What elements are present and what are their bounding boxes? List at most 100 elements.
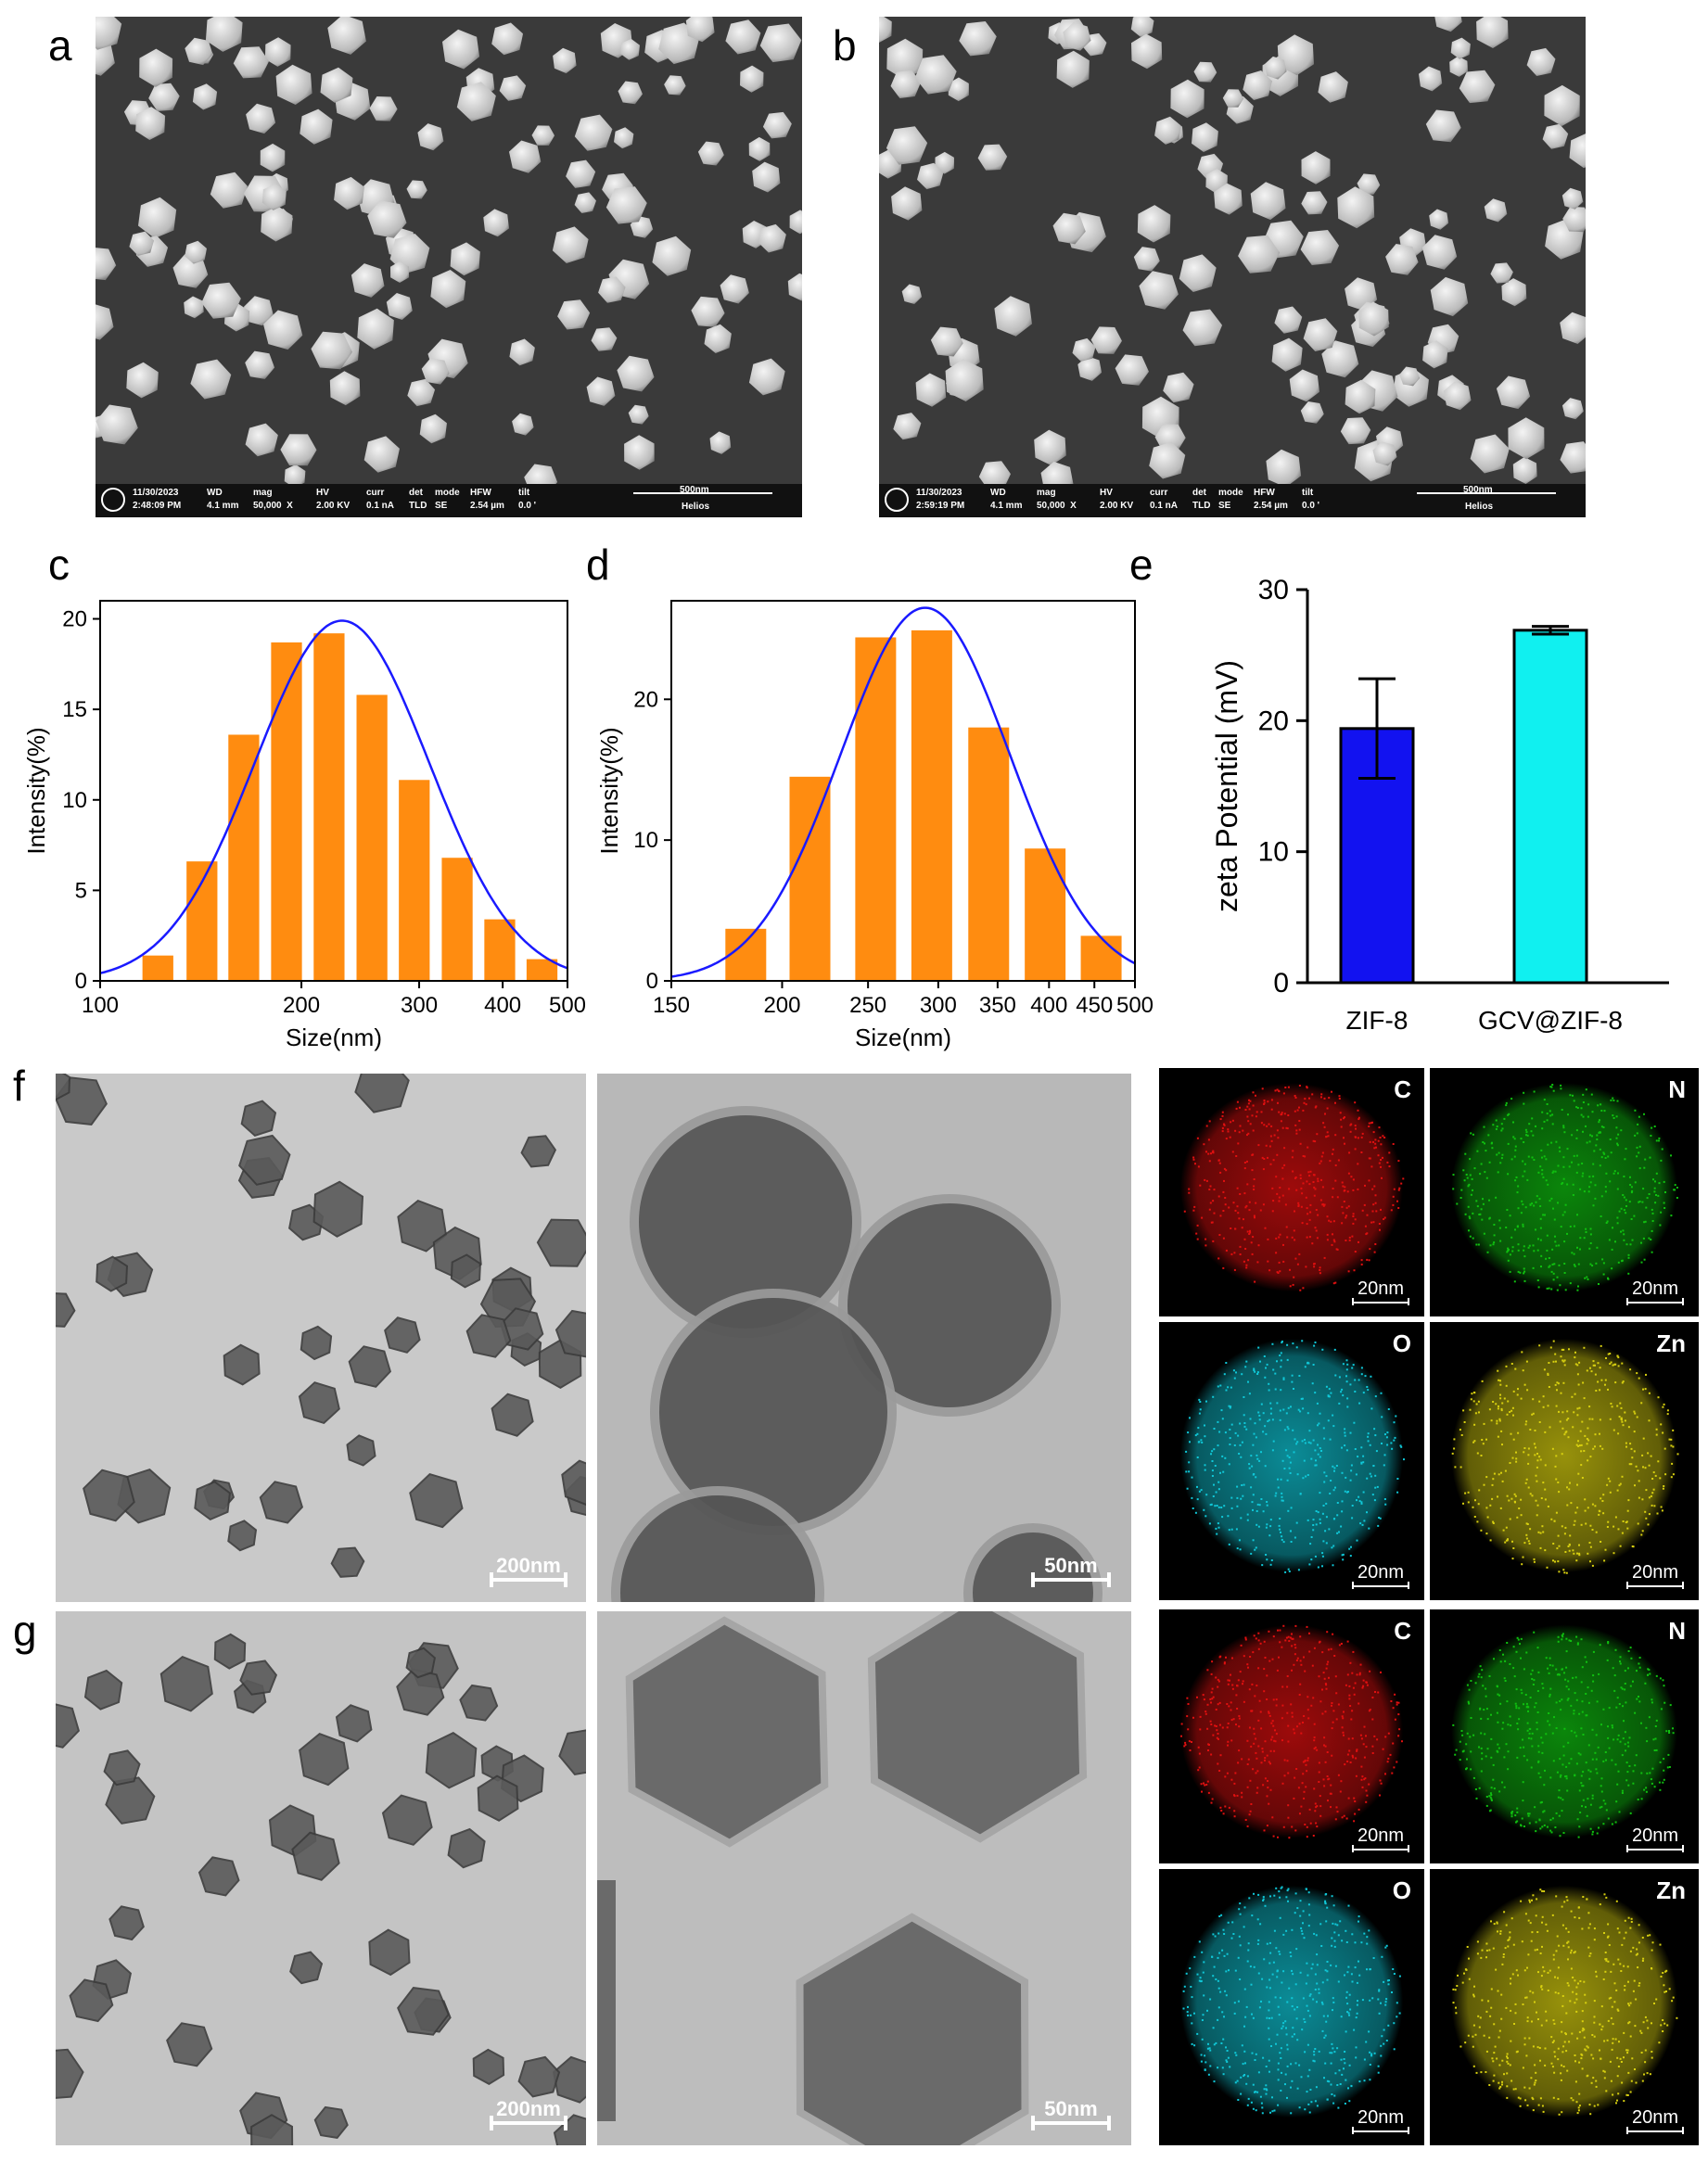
eds-dot	[1351, 1980, 1354, 1983]
eds-dot	[1551, 1664, 1554, 1667]
eds-dot	[1503, 1911, 1506, 1914]
eds-dot	[1282, 1825, 1285, 1828]
eds-dot	[1477, 1675, 1480, 1678]
eds-dot	[1648, 1513, 1651, 1516]
eds-dot	[1294, 1257, 1297, 1260]
eds-dot	[1393, 2022, 1396, 2025]
eds-dot	[1527, 1246, 1530, 1249]
eds-dot	[1231, 1657, 1233, 1660]
eds-dot	[1191, 1741, 1192, 1743]
eds-dot	[1350, 1176, 1353, 1178]
eds-dot	[1255, 1436, 1257, 1439]
eds-dot	[1306, 1696, 1309, 1698]
eds-dot	[1599, 1164, 1601, 1167]
eds-dot	[1589, 1456, 1592, 1458]
eds-dot	[1289, 1268, 1291, 1271]
eds-dot	[1549, 1426, 1551, 1429]
eds-dot	[1560, 1774, 1562, 1776]
eds-dot	[1515, 1460, 1518, 1463]
eds-dot	[1211, 1460, 1214, 1462]
eds-dot	[1381, 2035, 1383, 2038]
eds-dot	[1212, 1975, 1215, 1978]
eds-dot	[1278, 1089, 1281, 1092]
nanoparticle	[348, 1345, 392, 1388]
eds-dot	[1468, 1688, 1471, 1691]
eds-dot	[1216, 1736, 1218, 1739]
eds-dot	[1319, 1412, 1321, 1415]
eds-dot	[1507, 1259, 1510, 1262]
eds-dot	[1317, 1511, 1319, 1514]
eds-dot	[1555, 1895, 1558, 1898]
eds-dot	[1622, 1705, 1624, 1708]
eds-dot	[1211, 1450, 1214, 1453]
eds-dot	[1344, 2103, 1346, 2105]
eds-dot	[1236, 1685, 1239, 1687]
eds-dot	[1612, 2093, 1614, 2096]
eds-dot	[1282, 1243, 1284, 1246]
eds-dot	[1651, 1229, 1653, 1232]
eds-dot	[1321, 2029, 1324, 2032]
eds-dot	[1467, 1185, 1470, 1188]
eds-dot	[1219, 1990, 1222, 1993]
panel-label-d: d	[586, 540, 610, 589]
eds-dot	[1623, 1937, 1625, 1939]
nanoparticle	[1264, 56, 1287, 80]
eds-dot	[1572, 1183, 1574, 1186]
eds-dot	[1355, 1757, 1357, 1760]
eds-dot	[1606, 1483, 1609, 1486]
eds-dot	[1561, 1668, 1563, 1671]
eds-dot	[1334, 1374, 1337, 1377]
eds-dot	[1611, 1724, 1613, 1727]
eds-dot	[1269, 2111, 1271, 2114]
eds-dot	[1188, 1461, 1191, 1464]
eds-dot	[1321, 1151, 1324, 1154]
eds-dot	[1587, 1701, 1590, 1704]
eds-dot	[1357, 2000, 1358, 2003]
eds-dot	[1263, 1829, 1266, 1832]
eds-dot	[1332, 1489, 1335, 1492]
eds-dot	[1590, 2054, 1593, 2056]
eds-dot	[1306, 1974, 1309, 1977]
eds-dot	[1244, 1638, 1247, 1641]
eds-dot	[1308, 1563, 1311, 1566]
nanoparticle	[945, 359, 984, 401]
eds-dot	[1552, 2040, 1555, 2042]
eds-dot	[1674, 1184, 1676, 1187]
eds-dot	[1298, 1085, 1301, 1087]
nanoparticle	[901, 284, 923, 304]
sem-det: TLD	[409, 501, 427, 511]
eds-dot	[1258, 1699, 1261, 1702]
eds-dot	[1612, 1726, 1613, 1729]
eds-dot	[1273, 2109, 1276, 2112]
eds-dot	[1623, 1965, 1625, 1967]
eds-dot	[1246, 1513, 1249, 1516]
histogram-bar	[526, 959, 558, 981]
eds-dot	[1188, 1740, 1191, 1743]
eds-dot	[1474, 2033, 1477, 2036]
eds-dot	[1345, 1206, 1348, 1209]
eds-dot	[1352, 1364, 1355, 1367]
eds-dot	[1587, 2046, 1589, 2049]
eds-dot	[1522, 1223, 1524, 1226]
eds-dot	[1561, 1411, 1564, 1414]
eds-dot	[1581, 1163, 1584, 1164]
eds-dot	[1500, 1471, 1502, 1474]
eds-dot	[1329, 1493, 1332, 1494]
eds-dot	[1634, 1484, 1636, 1487]
eds-dot	[1224, 1805, 1227, 1808]
eds-scale-bar: 20nm	[1626, 1825, 1684, 1852]
eds-dot	[1278, 1236, 1281, 1239]
eds-dot	[1380, 2054, 1383, 2057]
eds-dot	[1273, 1929, 1276, 1932]
eds-dot	[1523, 2086, 1526, 2089]
eds-dot	[1312, 1529, 1315, 1532]
eds-dot	[1186, 2011, 1189, 2014]
eds-dot	[1492, 1947, 1495, 1950]
eds-dot	[1579, 1430, 1582, 1432]
eds-dot	[1609, 1491, 1612, 1494]
eds-dot	[1298, 1106, 1300, 1109]
nanoparticle	[194, 1481, 231, 1521]
eds-dot	[1232, 1202, 1235, 1204]
eds-dot	[1496, 1921, 1498, 1924]
eds-dot	[1312, 1835, 1315, 1837]
